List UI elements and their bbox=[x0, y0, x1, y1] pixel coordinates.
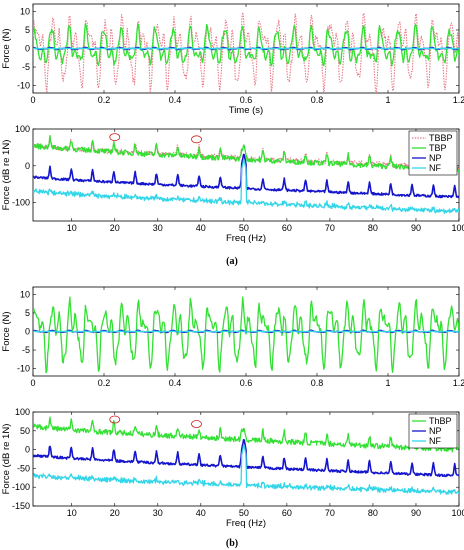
y-tick-label: 0 bbox=[25, 445, 30, 455]
series-line-tbp bbox=[33, 134, 459, 173]
series-line-np bbox=[33, 153, 459, 199]
x-tick-label: 10 bbox=[67, 508, 77, 518]
x-tick-label: 50 bbox=[239, 508, 249, 518]
y-axis-label: Force (dB re 1N) bbox=[1, 424, 12, 495]
y-tick-label: -5 bbox=[22, 62, 30, 72]
x-tick-label: 0.8 bbox=[311, 378, 324, 388]
x-tick-label: 0.2 bbox=[98, 378, 111, 388]
x-tick-label: 0.8 bbox=[311, 95, 324, 105]
x-tick-label: 90 bbox=[411, 223, 421, 233]
y-tick-label: 50 bbox=[20, 426, 30, 436]
series-line-nf bbox=[33, 330, 459, 333]
legend-label-tbp: TBP bbox=[429, 143, 447, 153]
plot-area bbox=[33, 296, 459, 374]
y-tick-label: -5 bbox=[22, 345, 30, 355]
x-tick-label: 10 bbox=[67, 223, 77, 233]
series-line-thbp bbox=[33, 296, 459, 374]
caption-b: (b) bbox=[226, 538, 238, 549]
plot-area bbox=[33, 416, 459, 495]
x-tick-label: 50 bbox=[239, 223, 249, 233]
legend-label-nf: NF bbox=[429, 436, 441, 446]
legend-label-thbp: ThBP bbox=[429, 416, 452, 426]
x-axis-label: Freq (Hz) bbox=[226, 518, 266, 529]
x-tick-label: 40 bbox=[196, 223, 206, 233]
x-tick-label: 80 bbox=[368, 508, 378, 518]
caption-a: (a) bbox=[226, 256, 238, 267]
x-tick-label: 0.2 bbox=[98, 95, 111, 105]
chart-panel-a-spectrum: 10 20 30 40 50 60 70 80 90 100 100 0 -100 Freq (Hz) Fo… bbox=[1, 124, 464, 244]
x-tick-label: 70 bbox=[325, 223, 335, 233]
y-tick-label: -10 bbox=[17, 81, 30, 91]
x-tick-label: 70 bbox=[325, 508, 335, 518]
y-tick-label: 100 bbox=[15, 407, 30, 417]
y-tick-label: 5 bbox=[25, 308, 30, 318]
x-tick-label: 60 bbox=[282, 223, 292, 233]
x-tick-label: 40 bbox=[196, 508, 206, 518]
x-tick-label: 1 bbox=[385, 95, 390, 105]
chart-panel-b-time: 0 0.2 0.4 0.6 0.8 1 1.2 10 5 0 -5 -10 Force (N) bbox=[1, 286, 464, 388]
y-tick-label: 0 bbox=[25, 44, 30, 54]
x-tick-label: 1.2 bbox=[453, 378, 464, 388]
x-axis-label: Time (s) bbox=[229, 105, 263, 116]
legend-label-nf: NF bbox=[429, 163, 441, 173]
y-axis-label: Force (dB re 1N) bbox=[1, 140, 12, 211]
y-tick-label: 100 bbox=[15, 124, 30, 134]
x-tick-label: 60 bbox=[282, 508, 292, 518]
series-line-np bbox=[33, 439, 459, 478]
annotation-ellipse bbox=[109, 133, 121, 141]
x-tick-label: 80 bbox=[368, 223, 378, 233]
y-tick-label: 5 bbox=[25, 25, 30, 35]
x-axis-label: Freq (Hz) bbox=[226, 233, 266, 244]
chart-panel-a-time: 0 0.2 0.4 0.6 0.8 1 1.2 10 5 0 -5 -10 Time (s) Force … bbox=[1, 3, 464, 116]
x-tick-label: 0.4 bbox=[169, 378, 182, 388]
y-tick-label: 0 bbox=[25, 161, 30, 171]
x-tick-label: 0 bbox=[30, 95, 35, 105]
series-line-nf bbox=[33, 159, 459, 215]
legend-label-np: NP bbox=[429, 153, 442, 163]
y-axis-label: Force (N) bbox=[1, 311, 12, 351]
y-tick-label: -10 bbox=[17, 364, 30, 374]
x-tick-label: 100 bbox=[451, 223, 464, 233]
annotation-ellipse bbox=[191, 135, 202, 144]
y-axis-label: Force (N) bbox=[1, 28, 12, 68]
y-tick-label: -100 bbox=[12, 198, 30, 208]
x-tick-label: 90 bbox=[411, 508, 421, 518]
plot-area bbox=[33, 134, 459, 215]
x-tick-label: 1 bbox=[385, 378, 390, 388]
y-tick-label: 10 bbox=[20, 6, 30, 16]
series-line-nf bbox=[33, 444, 459, 495]
series-line-nf bbox=[33, 47, 459, 50]
y-tick-label: -100 bbox=[12, 482, 30, 492]
plot-area bbox=[33, 11, 459, 93]
x-tick-label: 1.2 bbox=[453, 95, 464, 105]
y-tick-label: -50 bbox=[17, 463, 30, 473]
chart-panel-b-spectrum: 10 20 30 40 50 60 70 80 90 100 100 50 0 -50 -100 -150 Fr… bbox=[1, 407, 464, 529]
y-tick-label: 10 bbox=[20, 289, 30, 299]
series-line-thbp bbox=[33, 416, 459, 453]
x-tick-label: 0.6 bbox=[240, 95, 253, 105]
annotation-ellipse bbox=[109, 415, 121, 424]
series-line-tbp bbox=[33, 23, 459, 67]
x-tick-label: 20 bbox=[110, 223, 120, 233]
x-tick-label: 30 bbox=[153, 508, 163, 518]
x-tick-label: 20 bbox=[110, 508, 120, 518]
x-tick-label: 0 bbox=[30, 378, 35, 388]
legend-label-np: NP bbox=[429, 426, 442, 436]
x-tick-label: 0.6 bbox=[240, 378, 253, 388]
x-tick-label: 0.4 bbox=[169, 95, 182, 105]
x-tick-label: 30 bbox=[153, 223, 163, 233]
legend-label-tbbp: TBBP bbox=[429, 133, 453, 143]
x-tick-label: 100 bbox=[451, 508, 464, 518]
annotation-ellipse bbox=[191, 420, 202, 428]
y-tick-label: -150 bbox=[12, 501, 30, 511]
y-tick-label: 0 bbox=[25, 327, 30, 337]
